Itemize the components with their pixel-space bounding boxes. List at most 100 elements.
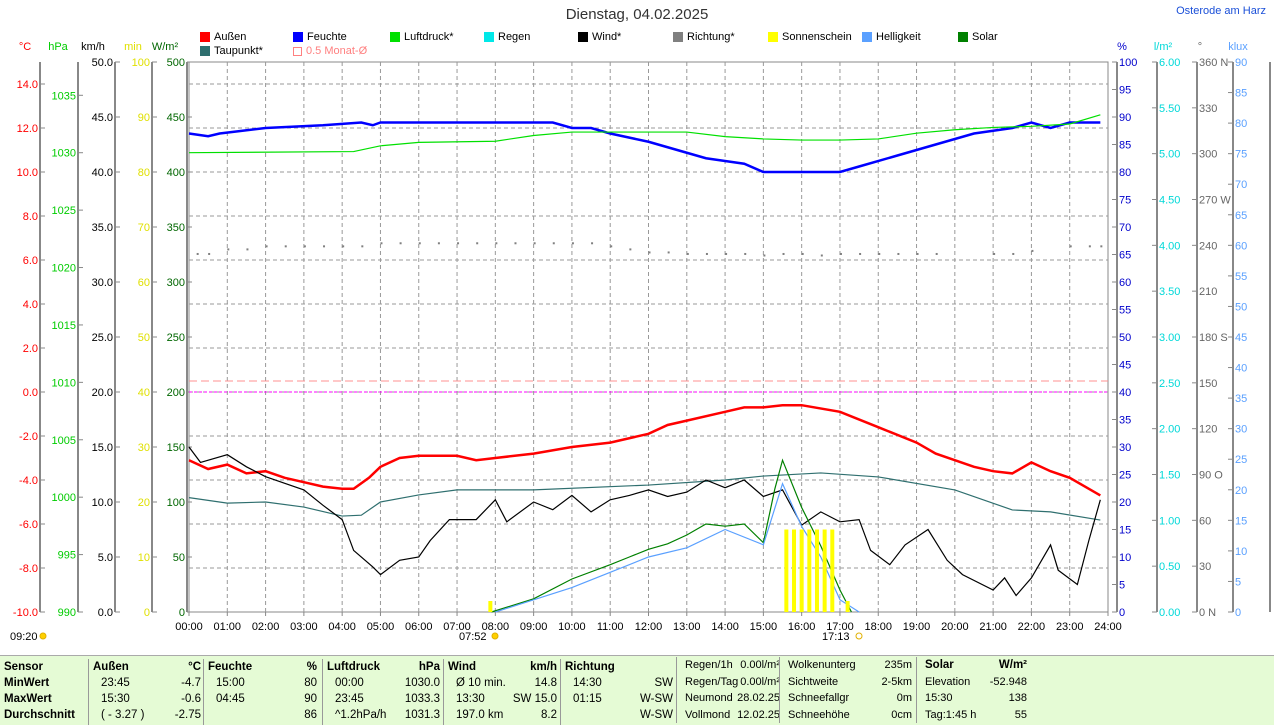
stats-wolken: Wolkenunterg 235m Sichtweite 2-5km Schneefal… [779, 657, 916, 723]
axis-tick-label: 350 [167, 222, 185, 234]
axis-tick-label: 3.50 [1159, 286, 1180, 298]
stats-time: 04:45 [216, 693, 245, 705]
axis-tick-label: 0 [179, 607, 185, 619]
series-richtung-point [571, 242, 574, 245]
axis-unit-label: % [1117, 41, 1127, 53]
now-time: 09:20 [10, 631, 38, 643]
axis-tick-label: 35 [1235, 393, 1247, 405]
axis-tick-label: 4.00 [1159, 240, 1180, 252]
stats-header: Feuchte [208, 661, 253, 673]
series-außen-line [188, 403, 1101, 497]
x-tick-label: 04:00 [328, 621, 356, 633]
axis-tick-label: 40 [1235, 363, 1247, 375]
axis-tick-label: 15 [1235, 515, 1247, 527]
legend-label: Regen [498, 31, 531, 43]
axis-unit-label: km/h [81, 41, 105, 53]
axis-tick-label: 210 [1199, 286, 1217, 298]
axis-unit-label: °C [19, 41, 31, 53]
series-solar-line [491, 458, 852, 613]
legend-label: Außen [214, 31, 247, 43]
legend-swatch [293, 32, 303, 42]
stats-value: 55 [1014, 708, 1027, 721]
x-tick-label: 13:00 [673, 621, 701, 633]
series-richtung-point [1012, 252, 1015, 255]
legend-swatch [484, 32, 494, 42]
stats-time: 23:45 [335, 693, 364, 705]
series-richtung-point [744, 252, 747, 255]
series-richtung-point [725, 252, 728, 255]
stats-aussen: Außen °C 23:45 -4.7 15:30 -0.6 ( - 3.27 ) -2.75 [88, 659, 205, 725]
x-tick-label: 11:00 [597, 621, 624, 633]
stats-label: Schneefallgr [788, 692, 850, 704]
axis-tick-label: 5 [1119, 580, 1125, 592]
axis-tick-label: 25.0 [92, 332, 113, 344]
legend-label: Helligkeit [876, 31, 921, 43]
stats-value: 28.02.25 [737, 692, 780, 704]
series-richtung-point [782, 252, 785, 255]
stats-time: 14:30 [573, 677, 602, 689]
axis-unit-label: min [124, 41, 142, 53]
axis-tick-label: 1000 [52, 492, 76, 504]
legend-label: Feuchte [307, 31, 347, 43]
legend-label: Richtung* [687, 31, 735, 43]
series-richtung-point [705, 252, 708, 255]
stats-value: -4.7 [181, 677, 201, 689]
axis-tick-label: 30 [1199, 561, 1211, 573]
axis-tick-label: 990 [58, 607, 76, 619]
stats-label: Regen/1h [685, 659, 733, 671]
axis-tick-label: 50.0 [92, 57, 113, 69]
series-helligkeit-line [495, 481, 860, 613]
sun-icon [39, 632, 47, 640]
stats-time: 13:30 [456, 693, 485, 705]
axis-tick-label: 20 [1119, 497, 1131, 509]
series-richtung-point [342, 245, 345, 248]
axis-tick-label: 12.0 [17, 123, 38, 135]
axis-tick-label: 75 [1119, 195, 1131, 207]
axis-tick-label: 100 [1119, 57, 1137, 69]
x-tick-label: 21:00 [979, 621, 1007, 633]
series-richtung-point [591, 242, 594, 245]
stats-unit: W/m² [998, 659, 1027, 671]
x-tick-label: 19:00 [903, 621, 931, 633]
axis-tick-label: 0 [1119, 607, 1125, 619]
axis-tick-label: 20.0 [92, 387, 113, 399]
stats-value: 0.00l/m² [740, 675, 780, 688]
axis-tick-label: 85 [1119, 140, 1131, 152]
stats-value: SW [654, 677, 673, 689]
location-link[interactable]: Osterode am Harz [1176, 5, 1266, 17]
axis-unit-label: l/m² [1154, 41, 1173, 53]
axis-tick-label: 0.0 [98, 607, 113, 619]
axis-tick-label: 90 [1235, 57, 1247, 69]
axis-tick-label: 1030 [52, 148, 76, 160]
axis-tick-label: 20 [138, 497, 150, 509]
stats-time: ( - 3.27 ) [101, 709, 145, 721]
series-richtung-point [399, 242, 402, 245]
axis-tick-label: 270 W [1199, 195, 1231, 207]
axis-tick-label: 95 [1119, 85, 1131, 97]
axis-tick-label: 200 [167, 387, 185, 399]
stats-label: Vollmond [685, 708, 731, 721]
series-richtung-point [801, 252, 804, 255]
series-richtung-point [208, 252, 211, 255]
axis-tick-label: 30 [138, 442, 150, 454]
axis-tick-label: 75 [1235, 149, 1247, 161]
series-richtung-point [227, 248, 230, 251]
series-richtung-point [303, 245, 306, 248]
x-tick-label: 03:00 [290, 621, 318, 633]
series-feuchte-line [188, 121, 1101, 174]
axis-tick-label: 55 [1235, 271, 1247, 283]
x-tick-label: 17:00 [826, 621, 854, 633]
stats-label: Neumond [685, 692, 733, 704]
stats-value: 0cm [891, 708, 912, 721]
axis-tick-label: 4.50 [1159, 195, 1180, 207]
series-richtung-point [380, 242, 383, 245]
stats-sensor: Sensor MinWert MaxWert Durchschnitt [0, 659, 89, 725]
legend-label: Taupunkt* [214, 45, 263, 57]
stats-value: 12.02.25 [737, 708, 780, 721]
series-richtung-point [514, 242, 517, 245]
x-tick-label: 08:00 [482, 621, 510, 633]
series-richtung-point [839, 252, 842, 255]
axis-tick-label: 60 [138, 277, 150, 289]
axis-tick-label: 100 [167, 497, 185, 509]
axis-tick-label: 2.0 [23, 343, 38, 355]
